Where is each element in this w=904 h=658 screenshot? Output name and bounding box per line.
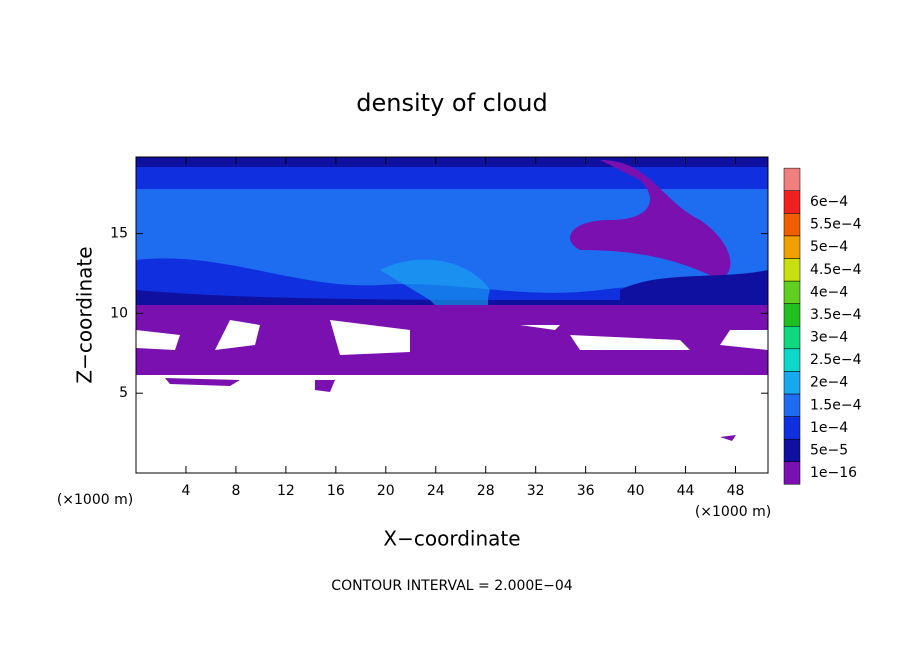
field-region: [136, 157, 768, 167]
x-tick-label: 28: [477, 483, 495, 499]
y-axis-label: Z−coordinate: [73, 246, 97, 383]
y-tick-label: 15: [110, 226, 128, 242]
x-tick-label: 4: [181, 483, 190, 499]
x-tick-label: 48: [727, 483, 745, 499]
colorbar-label: 1e−16: [810, 465, 857, 481]
colorbar-label: 5e−5: [810, 442, 848, 458]
x-axis-label: X−coordinate: [383, 527, 520, 551]
field-hole: [136, 320, 768, 355]
colorbar-label: 2e−4: [810, 375, 848, 391]
colorbar-box: [783, 190, 801, 214]
x-tick-label: 20: [377, 483, 395, 499]
field-region: [136, 370, 768, 375]
y-tick-label: 10: [110, 305, 128, 321]
colorbar-label: 1e−4: [810, 420, 848, 436]
colorbar-box: [783, 235, 801, 259]
x-tick-label: 32: [527, 483, 545, 499]
colorbar-label: 3.5e−4: [810, 307, 862, 323]
colorbar-label: 4.5e−4: [810, 262, 862, 278]
x-unit: (×1000 m): [695, 504, 771, 520]
colorbar-box: [783, 258, 801, 282]
x-unit: (×1000 m): [57, 492, 133, 508]
x-tick-label: 24: [427, 483, 445, 499]
colorbar-label: 4e−4: [810, 284, 848, 300]
colorbar-box: [783, 438, 801, 462]
x-tick-label: 44: [677, 483, 695, 499]
colorbar-box: [783, 303, 801, 327]
x-tick-label: 40: [627, 483, 645, 499]
x-tick-label: 16: [327, 483, 345, 499]
colorbar-label: 6e−4: [810, 194, 848, 210]
colorbar-box: [783, 280, 801, 304]
field-region: [570, 160, 731, 280]
field-region: [620, 270, 768, 300]
colorbar-box: [783, 348, 801, 372]
colorbar-box: [783, 416, 801, 440]
chart-title: density of cloud: [356, 89, 547, 117]
colorbar-box: [783, 393, 801, 417]
plot-frame: [135, 156, 769, 474]
y-tick-label: 5: [119, 385, 128, 401]
contour-field: [136, 157, 768, 441]
colorbar-box: [783, 461, 801, 485]
colorbar-label: 1.5e−4: [810, 397, 862, 413]
x-tick-label: 8: [231, 483, 240, 499]
field-region: [136, 167, 768, 189]
x-tick-label: 36: [577, 483, 595, 499]
field-region: [136, 258, 768, 308]
colorbar-box: [783, 371, 801, 395]
colorbar-box: [783, 213, 801, 237]
colorbar-label: 5.5e−4: [810, 217, 862, 233]
colorbar-box: [783, 325, 801, 350]
colorbar-label: 5e−4: [810, 239, 848, 255]
colorbar-box: [783, 167, 801, 191]
x-tick-label: 12: [277, 483, 295, 499]
field-region: [165, 378, 736, 441]
footer: CONTOUR INTERVAL = 2.000E−04: [331, 578, 572, 594]
colorbar-label: 2.5e−4: [810, 352, 862, 368]
colorbar-label: 3e−4: [810, 330, 848, 346]
